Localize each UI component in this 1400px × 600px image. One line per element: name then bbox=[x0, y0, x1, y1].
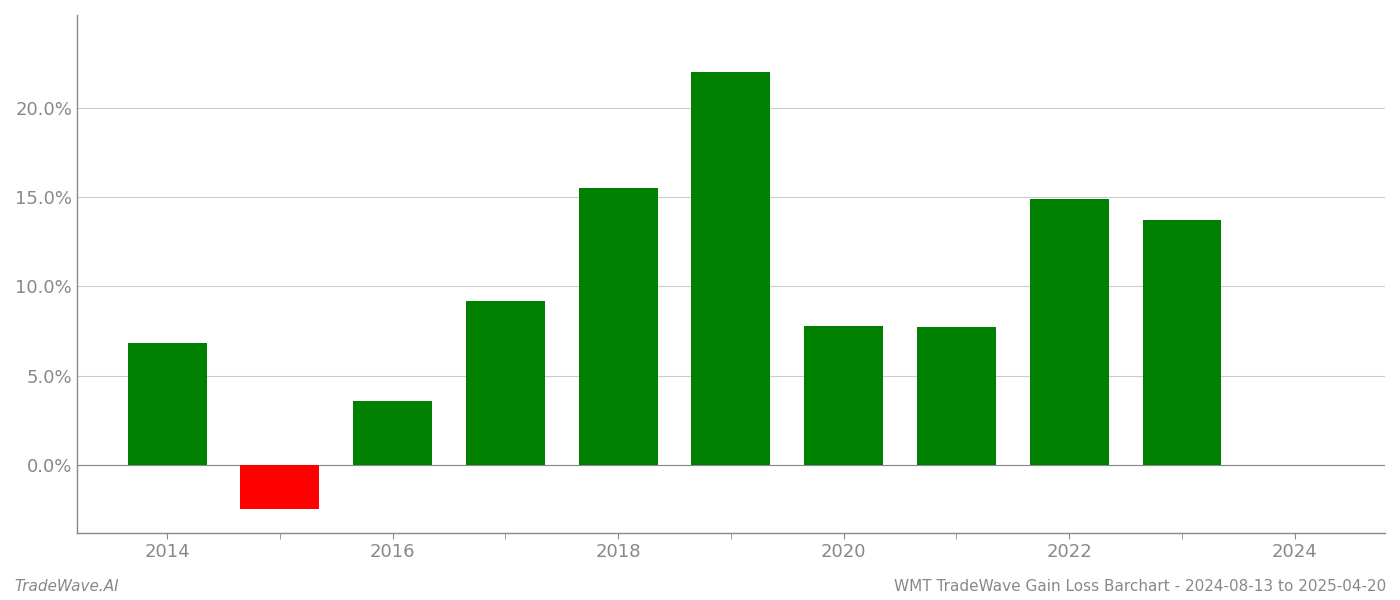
Bar bbox=[1142, 220, 1221, 465]
Bar bbox=[578, 188, 658, 465]
Bar bbox=[917, 328, 995, 465]
Bar bbox=[466, 301, 545, 465]
Bar bbox=[241, 465, 319, 509]
Bar bbox=[1030, 199, 1109, 465]
Bar bbox=[804, 326, 883, 465]
Bar bbox=[127, 343, 207, 465]
Text: TradeWave.AI: TradeWave.AI bbox=[14, 579, 119, 594]
Bar bbox=[353, 401, 433, 465]
Bar bbox=[692, 72, 770, 465]
Text: WMT TradeWave Gain Loss Barchart - 2024-08-13 to 2025-04-20: WMT TradeWave Gain Loss Barchart - 2024-… bbox=[893, 579, 1386, 594]
